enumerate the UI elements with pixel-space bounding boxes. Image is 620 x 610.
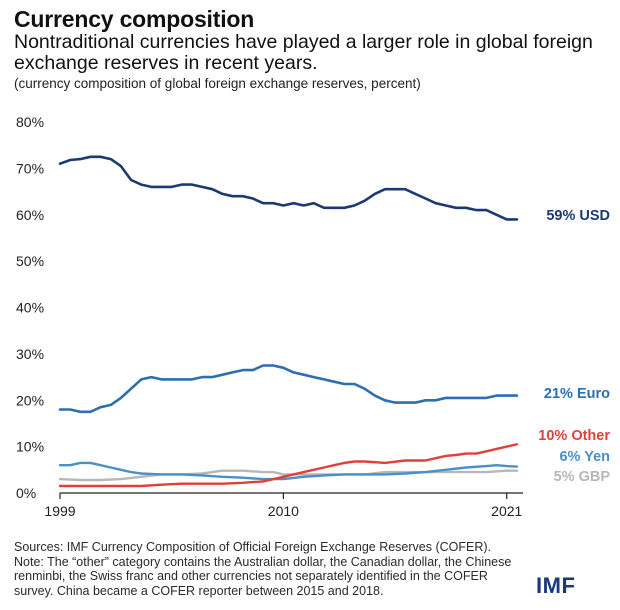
x-tick-label: 2010: [268, 503, 299, 519]
series-line-other: [58, 443, 519, 488]
line-chart: 0%10%20%30%40%50%60%70%80% 1999 2010 2021 …: [16, 114, 611, 519]
series-line-euro: [58, 364, 519, 414]
y-tick-label: 10%: [16, 439, 44, 455]
series-label-gbp: 5% GBP: [554, 469, 611, 485]
x-tick-label: 2021: [491, 503, 522, 519]
series-label-yen: 6% Yen: [559, 449, 610, 465]
footer: Sources: IMF Currency Composition of Off…: [14, 540, 524, 598]
series-label-euro: 21% Euro: [544, 386, 610, 402]
series-line-gbp: [58, 469, 519, 482]
y-tick-label: 80%: [16, 114, 44, 130]
y-tick-label: 50%: [16, 253, 44, 269]
imf-logo: IMF: [536, 573, 576, 598]
x-tick-label: 1999: [44, 503, 75, 519]
chart-subtitle: Nontraditional currencies have played a …: [14, 31, 593, 74]
series-label-other: 10% Other: [538, 428, 610, 444]
y-tick-label: 70%: [16, 160, 44, 176]
unit-note: (currency composition of global foreign …: [14, 76, 421, 91]
y-tick-label: 60%: [16, 207, 44, 223]
y-tick-label: 0%: [16, 485, 36, 501]
sources-text: Sources: IMF Currency Composition of Off…: [14, 540, 492, 554]
series-line-usd: [58, 155, 519, 221]
y-tick-label: 20%: [16, 392, 44, 408]
y-tick-label: 40%: [16, 300, 44, 316]
y-tick-label: 30%: [16, 346, 44, 362]
note-text: Note: The “other” category contains the …: [14, 554, 512, 598]
chart-title: Currency composition: [14, 6, 255, 32]
series-label-usd: 59% USD: [546, 208, 610, 224]
